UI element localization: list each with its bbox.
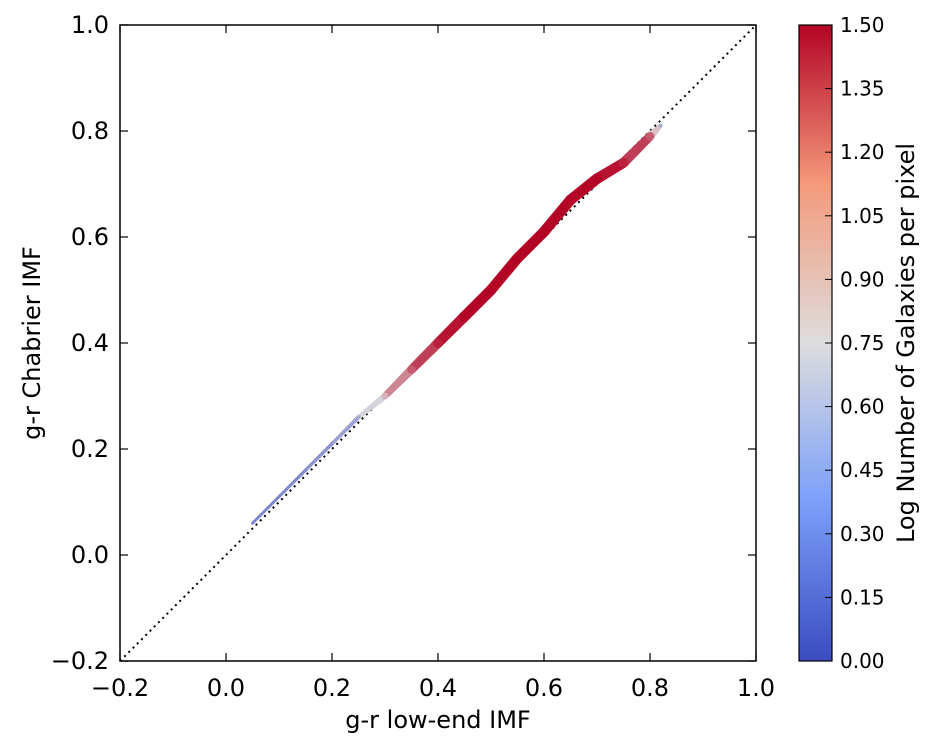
density-segment bbox=[382, 366, 415, 399]
density-segment bbox=[277, 469, 307, 498]
density-band bbox=[251, 123, 663, 525]
density-point bbox=[303, 468, 308, 472]
colorbar-axis: 0.00 0.15 0.30 0.45 0.60 0.75 0.90 1.05 1.20 1.35… bbox=[825, 13, 885, 673]
density-segment bbox=[251, 495, 281, 525]
density-segment bbox=[434, 312, 469, 347]
colorbar-tick-label: 1.50 bbox=[840, 13, 885, 37]
density-point bbox=[645, 131, 655, 141]
density-segment bbox=[539, 196, 575, 236]
density-point bbox=[565, 194, 576, 206]
density-segment bbox=[357, 393, 388, 419]
colorbar-title: Log Number of Galaxies per pixel bbox=[892, 143, 920, 543]
density-segment bbox=[619, 133, 654, 167]
x-axis: −0.2 0.0 0.2 0.4 0.6 0.8 1.0 bbox=[91, 25, 775, 702]
x-axis-title: g-r low-end IMF bbox=[345, 706, 530, 734]
x-tick-label: 1.0 bbox=[737, 674, 775, 702]
y-axis: −0.2 0.0 0.2 0.4 0.6 0.8 1.0 bbox=[51, 11, 756, 675]
density-segment bbox=[594, 158, 627, 184]
x-tick-label: 0.0 bbox=[207, 674, 245, 702]
y-axis-title: g-r Chabrier IMF bbox=[18, 246, 46, 440]
density-segment bbox=[567, 174, 601, 205]
y-tick-label: 0.6 bbox=[71, 223, 109, 251]
density-segment bbox=[304, 442, 334, 472]
y-tick-label: 0.4 bbox=[71, 329, 109, 357]
x-tick-label: 0.2 bbox=[313, 674, 351, 702]
density-point bbox=[591, 173, 603, 184]
density-segment bbox=[330, 415, 360, 445]
y-tick-label: 0.0 bbox=[71, 541, 109, 569]
density-point bbox=[407, 365, 416, 374]
colorbar-tick-label: 0.75 bbox=[840, 331, 885, 355]
density-segment bbox=[408, 339, 442, 373]
density-point bbox=[277, 495, 281, 499]
density-point bbox=[538, 226, 550, 237]
density-point bbox=[381, 392, 389, 400]
density-segment bbox=[460, 286, 495, 321]
density-point bbox=[356, 415, 361, 420]
density-point bbox=[512, 252, 523, 264]
density-point bbox=[330, 441, 334, 446]
x-tick-label: 0.4 bbox=[419, 674, 457, 702]
x-tick-label: −0.2 bbox=[91, 674, 149, 702]
y-tick-label: 0.8 bbox=[71, 117, 109, 145]
density-point bbox=[433, 338, 443, 348]
colorbar-tick-label: 1.20 bbox=[840, 140, 885, 164]
colorbar-tick-label: 0.90 bbox=[840, 267, 885, 291]
density-segment bbox=[486, 254, 522, 294]
density-point bbox=[658, 123, 663, 128]
colorbar-tick-label: 0.30 bbox=[840, 522, 885, 546]
colorbar-tick-label: 0.00 bbox=[840, 649, 885, 673]
x-tick-label: 0.6 bbox=[525, 674, 563, 702]
density-point bbox=[485, 284, 497, 296]
y-tick-label: 0.2 bbox=[71, 435, 109, 463]
colorbar-tick-label: 1.05 bbox=[840, 204, 885, 228]
density-segment bbox=[513, 227, 548, 262]
x-tick-label: 0.8 bbox=[631, 674, 669, 702]
colorbar-tick-label: 0.45 bbox=[840, 458, 885, 482]
colorbar-tick-label: 0.15 bbox=[840, 585, 885, 609]
colorbar-tick-label: 0.60 bbox=[840, 395, 885, 419]
density-point bbox=[618, 157, 629, 168]
density-point bbox=[251, 521, 254, 525]
y-tick-label: 1.0 bbox=[71, 11, 109, 39]
y-tick-label: −0.2 bbox=[51, 647, 109, 675]
density-point bbox=[459, 311, 470, 322]
colorbar-tick-label: 1.35 bbox=[840, 77, 885, 101]
